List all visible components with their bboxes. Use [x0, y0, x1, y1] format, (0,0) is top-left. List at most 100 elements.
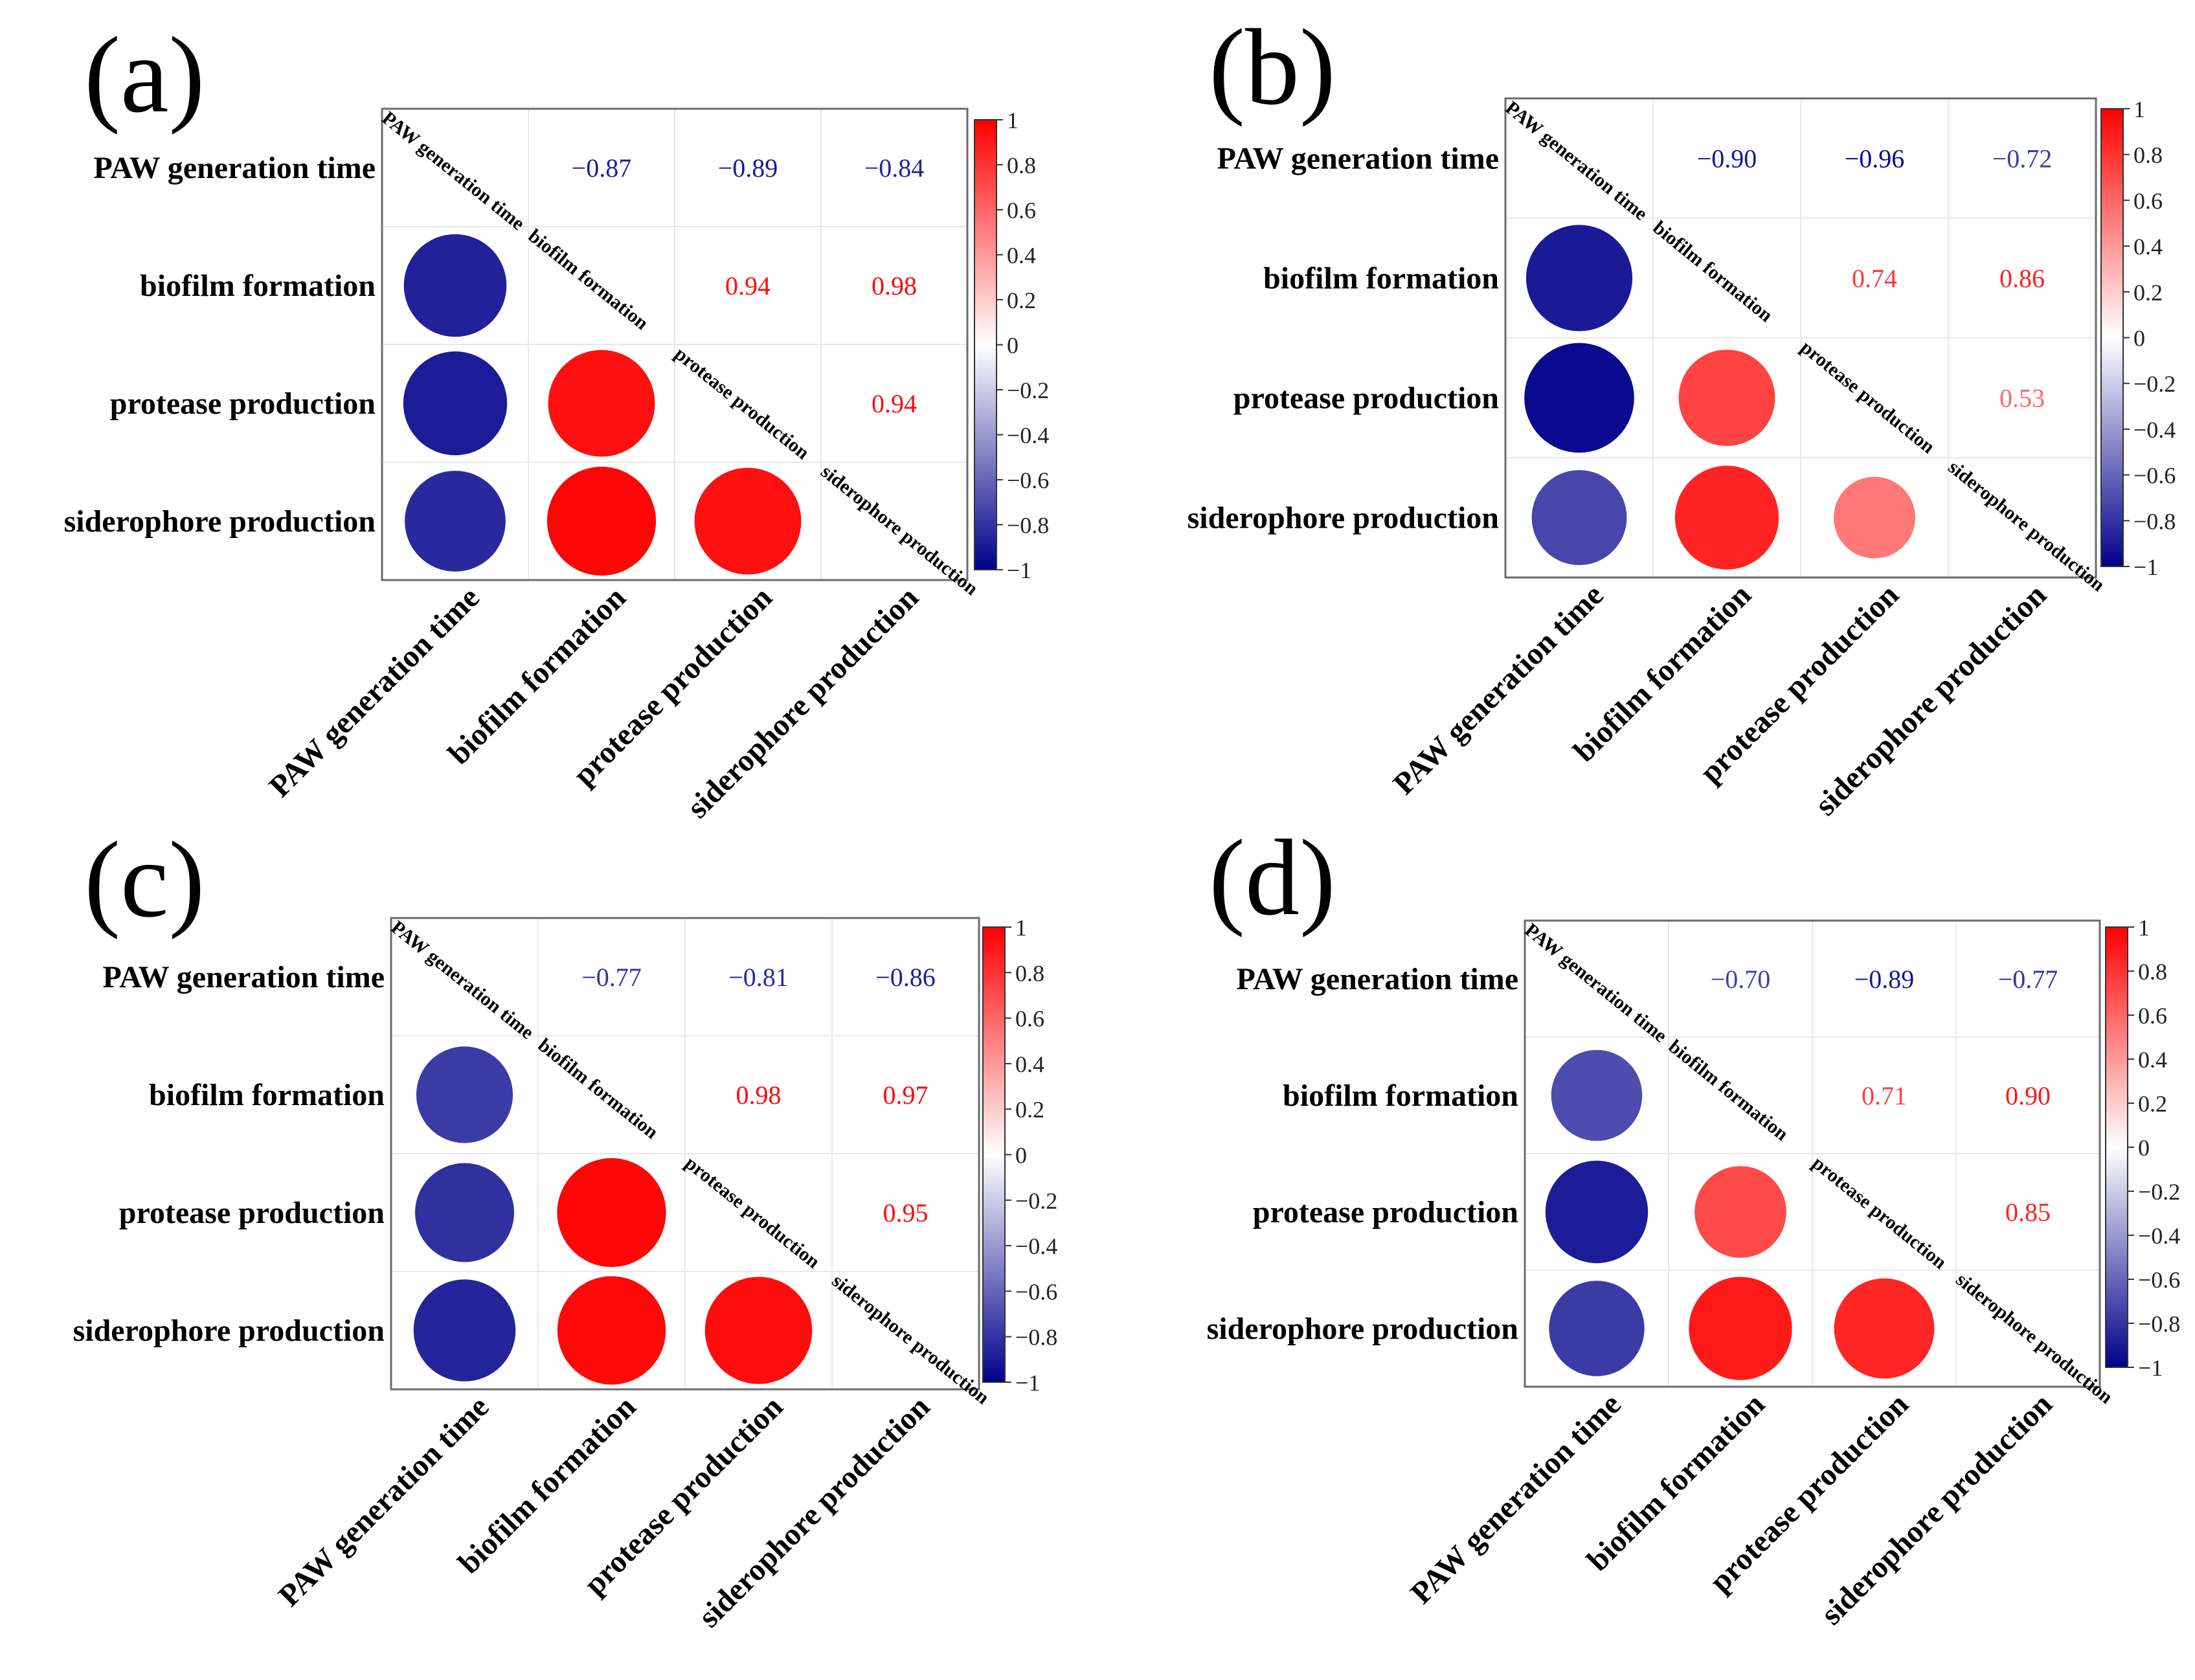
colorbar-tick-label: −0.8 — [1015, 1325, 1057, 1350]
correlation-circle — [1551, 1049, 1643, 1141]
row-label: protease production — [1233, 381, 1499, 416]
colorbar-tick-label: −0.4 — [1007, 423, 1049, 449]
colorbar-tick-label: −0.2 — [2133, 371, 2176, 397]
colorbar-tick-label: 0 — [1007, 333, 1019, 359]
correlation-value: −0.87 — [572, 153, 632, 183]
colorbar-tick-label: 0.2 — [1007, 287, 1036, 313]
correlation-circle — [1545, 1160, 1649, 1264]
correlation-value: 0.94 — [725, 271, 771, 300]
colorbar-tick-label: 0.8 — [1015, 960, 1044, 986]
diagonal-label: biofilm formation — [1665, 1036, 1793, 1145]
correlation-value: −0.70 — [1711, 965, 1771, 994]
correlation-value: 0.53 — [1999, 384, 2045, 413]
panel-label: (a) — [84, 15, 205, 135]
correlation-value: 0.98 — [872, 271, 917, 300]
colorbar-tick-label: 1 — [2138, 915, 2150, 941]
correlation-value: −0.81 — [728, 963, 789, 992]
colorbar-tick-label: 1 — [1015, 915, 1027, 941]
row-label: protease production — [1253, 1195, 1518, 1229]
colorbar-tick-label: 0.2 — [2138, 1091, 2167, 1117]
colorbar-tick-label: 0.8 — [2138, 959, 2167, 985]
colorbar-tick-label: −1 — [2133, 554, 2158, 580]
diagonal-label: biofilm formation — [534, 1035, 662, 1143]
colorbar-tick-label: −0.2 — [1015, 1188, 1057, 1214]
correlation-value: 0.98 — [736, 1081, 782, 1110]
correlation-circle — [704, 1277, 813, 1384]
row-label: siderophore production — [1207, 1312, 1518, 1346]
row-label: PAW generation time — [103, 960, 385, 994]
correlation-value: 0.71 — [1862, 1081, 1907, 1110]
colorbar-tick-label: 0 — [2133, 326, 2145, 352]
colorbar-tick-label: 0 — [2138, 1135, 2150, 1161]
correlation-value: 0.97 — [883, 1081, 929, 1110]
correlation-value: −0.77 — [581, 963, 642, 992]
correlation-value: 0.95 — [883, 1198, 929, 1227]
correlation-circle — [1834, 476, 1915, 559]
colorbar-tick-label: −0.2 — [2138, 1179, 2180, 1205]
correlation-circle — [546, 466, 657, 576]
colorbar-tick-label: 1 — [1007, 107, 1019, 133]
colorbar-tick-label: 0.6 — [1007, 197, 1036, 223]
colorbar-tick-label: −0.8 — [2138, 1311, 2180, 1337]
correlation-circle — [1689, 1277, 1792, 1380]
correlation-circle — [1694, 1166, 1786, 1258]
correlation-circle — [416, 1046, 513, 1143]
correlation-circle — [405, 471, 506, 572]
row-label: protease production — [110, 386, 376, 421]
colorbar-tick-label: −0.8 — [2133, 508, 2176, 534]
row-label: PAW generation time — [1237, 962, 1518, 996]
colorbar-tick-label: 0.6 — [2138, 1003, 2167, 1029]
colorbar-tick-label: −1 — [2138, 1355, 2163, 1381]
correlation-value: −0.86 — [875, 963, 936, 992]
correlation-value: −0.96 — [1845, 144, 1905, 174]
colorbar-tick-label: 0.6 — [1015, 1006, 1044, 1032]
correlation-circle — [403, 351, 508, 456]
panel-label: (c) — [84, 820, 205, 940]
correlation-circle — [694, 467, 802, 575]
panel-label: (d) — [1209, 818, 1336, 938]
row-label: siderophore production — [1188, 501, 1499, 535]
diagonal-label: PAW generation time — [378, 107, 529, 234]
plot-frame — [1504, 97, 2097, 579]
column-label: PAW generation time — [1404, 1387, 1627, 1610]
row-label: PAW generation time — [1217, 142, 1499, 176]
diagonal-label: biofilm formation — [1649, 217, 1777, 326]
column-label: PAW generation time — [262, 580, 486, 803]
correlation-circle — [548, 350, 655, 457]
colorbar-tick-label: 0.6 — [2133, 188, 2163, 214]
diagonal-label: PAW generation time — [387, 917, 538, 1044]
colorbar-tick-label: −0.2 — [1007, 377, 1049, 403]
row-label: siderophore production — [64, 504, 376, 539]
diagonal-label: PAW generation time — [1502, 97, 1652, 225]
plot-frame — [381, 107, 969, 581]
colorbar-tick-label: −0.4 — [2133, 417, 2176, 443]
row-label: biofilm formation — [1283, 1079, 1518, 1113]
colorbar-tick-label: 0.4 — [2138, 1047, 2167, 1073]
row-label: biofilm formation — [1263, 262, 1499, 296]
correlation-circle — [1525, 225, 1633, 331]
colorbar-tick-label: −1 — [1015, 1370, 1040, 1396]
diagonal-label: protease production — [1797, 337, 1939, 458]
colorbar-tick-label: −0.6 — [1007, 467, 1049, 493]
correlation-circle — [557, 1158, 666, 1268]
correlation-value: −0.89 — [1854, 965, 1915, 994]
colorbar-tick-label: 0.8 — [2133, 142, 2163, 168]
column-label: siderophore production — [1814, 1387, 2059, 1631]
row-label: biofilm formation — [149, 1078, 385, 1112]
diagonal-label: siderophore production — [1944, 456, 2110, 596]
colorbar — [974, 119, 997, 570]
colorbar-tick-label: 0.8 — [1007, 153, 1036, 179]
correlation-value: −0.89 — [718, 153, 778, 183]
correlation-circle — [403, 234, 507, 337]
correlation-circle — [557, 1276, 666, 1385]
colorbar-tick-label: −0.4 — [2138, 1223, 2180, 1249]
colorbar-tick-label: −0.8 — [1007, 513, 1049, 539]
panel-d: (d) PAW generation time biofilm formation p… — [1207, 818, 2181, 1631]
correlation-circle — [1531, 470, 1627, 565]
colorbar-tick-label: 0.4 — [2133, 234, 2163, 260]
